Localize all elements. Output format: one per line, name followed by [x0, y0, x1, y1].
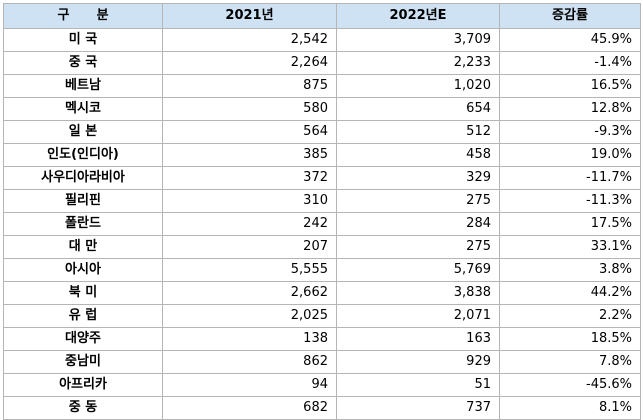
region-cell: 대양주	[3, 327, 163, 351]
value-2021-cell: 862	[162, 350, 337, 374]
value-2022e-cell: 5,769	[336, 258, 500, 282]
table-row: 아프리카 94 51 -45.6%	[3, 373, 641, 397]
value-2021-cell: 310	[162, 189, 337, 213]
change-rate-cell: 33.1%	[499, 235, 641, 259]
table-row: 중 동 682 737 8.1%	[3, 396, 641, 420]
value-2022e-cell: 275	[336, 235, 500, 259]
change-rate-cell: 17.5%	[499, 212, 641, 236]
change-rate-cell: 45.9%	[499, 28, 641, 52]
value-2022e-cell: 284	[336, 212, 500, 236]
value-2022e-cell: 275	[336, 189, 500, 213]
change-rate-cell: 3.8%	[499, 258, 641, 282]
region-cell: 일 본	[3, 120, 163, 144]
region-cell: 멕시코	[3, 97, 163, 121]
value-2021-cell: 138	[162, 327, 337, 351]
value-2022e-cell: 2,071	[336, 304, 500, 328]
change-rate-cell: -45.6%	[499, 373, 641, 397]
value-2021-cell: 2,264	[162, 51, 337, 75]
change-rate-cell: 44.2%	[499, 281, 641, 305]
table-row: 유 럽 2,025 2,071 2.2%	[3, 304, 641, 328]
table-row: 멕시코 580 654 12.8%	[3, 97, 641, 121]
region-cell: 인도(인디아)	[3, 143, 163, 167]
table-row: 아시아 5,555 5,769 3.8%	[3, 258, 641, 282]
table-row: 대 만 207 275 33.1%	[3, 235, 641, 259]
change-rate-cell: 12.8%	[499, 97, 641, 121]
change-rate-cell: -9.3%	[499, 120, 641, 144]
region-cell: 유 럽	[3, 304, 163, 328]
region-cell: 중 동	[3, 396, 163, 420]
header-change-rate: 증감률	[499, 3, 641, 29]
region-cell: 폴란드	[3, 212, 163, 236]
value-2022e-cell: 1,020	[336, 74, 500, 98]
table-row: 사우디아라비아 372 329 -11.7%	[3, 166, 641, 190]
value-2021-cell: 580	[162, 97, 337, 121]
value-2021-cell: 875	[162, 74, 337, 98]
region-cell: 베트남	[3, 74, 163, 98]
table-row: 일 본 564 512 -9.3%	[3, 120, 641, 144]
data-table: 구 분 2021년 2022년E 증감률 미 국 2,542 3,709 45.9% 중…	[3, 3, 641, 420]
header-2022e: 2022년E	[336, 3, 500, 29]
region-cell: 아프리카	[3, 373, 163, 397]
region-cell: 대 만	[3, 235, 163, 259]
header-region: 구 분	[3, 3, 163, 29]
table-row: 중 국 2,264 2,233 -1.4%	[3, 51, 641, 75]
value-2021-cell: 2,662	[162, 281, 337, 305]
header-row: 구 분 2021년 2022년E 증감률	[3, 3, 641, 29]
value-2021-cell: 682	[162, 396, 337, 420]
change-rate-cell: 18.5%	[499, 327, 641, 351]
region-cell: 사우디아라비아	[3, 166, 163, 190]
table-row: 필리핀 310 275 -11.3%	[3, 189, 641, 213]
region-cell: 아시아	[3, 258, 163, 282]
value-2021-cell: 564	[162, 120, 337, 144]
table-row: 폴란드 242 284 17.5%	[3, 212, 641, 236]
table-body: 미 국 2,542 3,709 45.9% 중 국 2,264 2,233 -1.4% 베트남 8…	[3, 28, 641, 420]
value-2021-cell: 385	[162, 143, 337, 167]
change-rate-cell: 16.5%	[499, 74, 641, 98]
change-rate-cell: -11.7%	[499, 166, 641, 190]
value-2021-cell: 372	[162, 166, 337, 190]
value-2022e-cell: 458	[336, 143, 500, 167]
value-2022e-cell: 654	[336, 97, 500, 121]
value-2022e-cell: 3,838	[336, 281, 500, 305]
change-rate-cell: 8.1%	[499, 396, 641, 420]
value-2022e-cell: 329	[336, 166, 500, 190]
table-header: 구 분 2021년 2022년E 증감률	[3, 3, 641, 29]
table-row: 중남미 862 929 7.8%	[3, 350, 641, 374]
table-row: 인도(인디아) 385 458 19.0%	[3, 143, 641, 167]
value-2022e-cell: 512	[336, 120, 500, 144]
region-cell: 필리핀	[3, 189, 163, 213]
value-2021-cell: 242	[162, 212, 337, 236]
region-cell: 중 국	[3, 51, 163, 75]
value-2022e-cell: 163	[336, 327, 500, 351]
table-row: 미 국 2,542 3,709 45.9%	[3, 28, 641, 52]
change-rate-cell: -11.3%	[499, 189, 641, 213]
table-row: 대양주 138 163 18.5%	[3, 327, 641, 351]
region-cell: 미 국	[3, 28, 163, 52]
value-2022e-cell: 2,233	[336, 51, 500, 75]
value-2021-cell: 2,025	[162, 304, 337, 328]
change-rate-cell: -1.4%	[499, 51, 641, 75]
value-2021-cell: 207	[162, 235, 337, 259]
value-2022e-cell: 3,709	[336, 28, 500, 52]
change-rate-cell: 2.2%	[499, 304, 641, 328]
table-row: 북 미 2,662 3,838 44.2%	[3, 281, 641, 305]
value-2022e-cell: 51	[336, 373, 500, 397]
region-cell: 북 미	[3, 281, 163, 305]
region-cell: 중남미	[3, 350, 163, 374]
change-rate-cell: 19.0%	[499, 143, 641, 167]
value-2022e-cell: 929	[336, 350, 500, 374]
table-row: 베트남 875 1,020 16.5%	[3, 74, 641, 98]
value-2022e-cell: 737	[336, 396, 500, 420]
header-2021: 2021년	[162, 3, 337, 29]
value-2021-cell: 94	[162, 373, 337, 397]
value-2021-cell: 2,542	[162, 28, 337, 52]
value-2021-cell: 5,555	[162, 258, 337, 282]
change-rate-cell: 7.8%	[499, 350, 641, 374]
